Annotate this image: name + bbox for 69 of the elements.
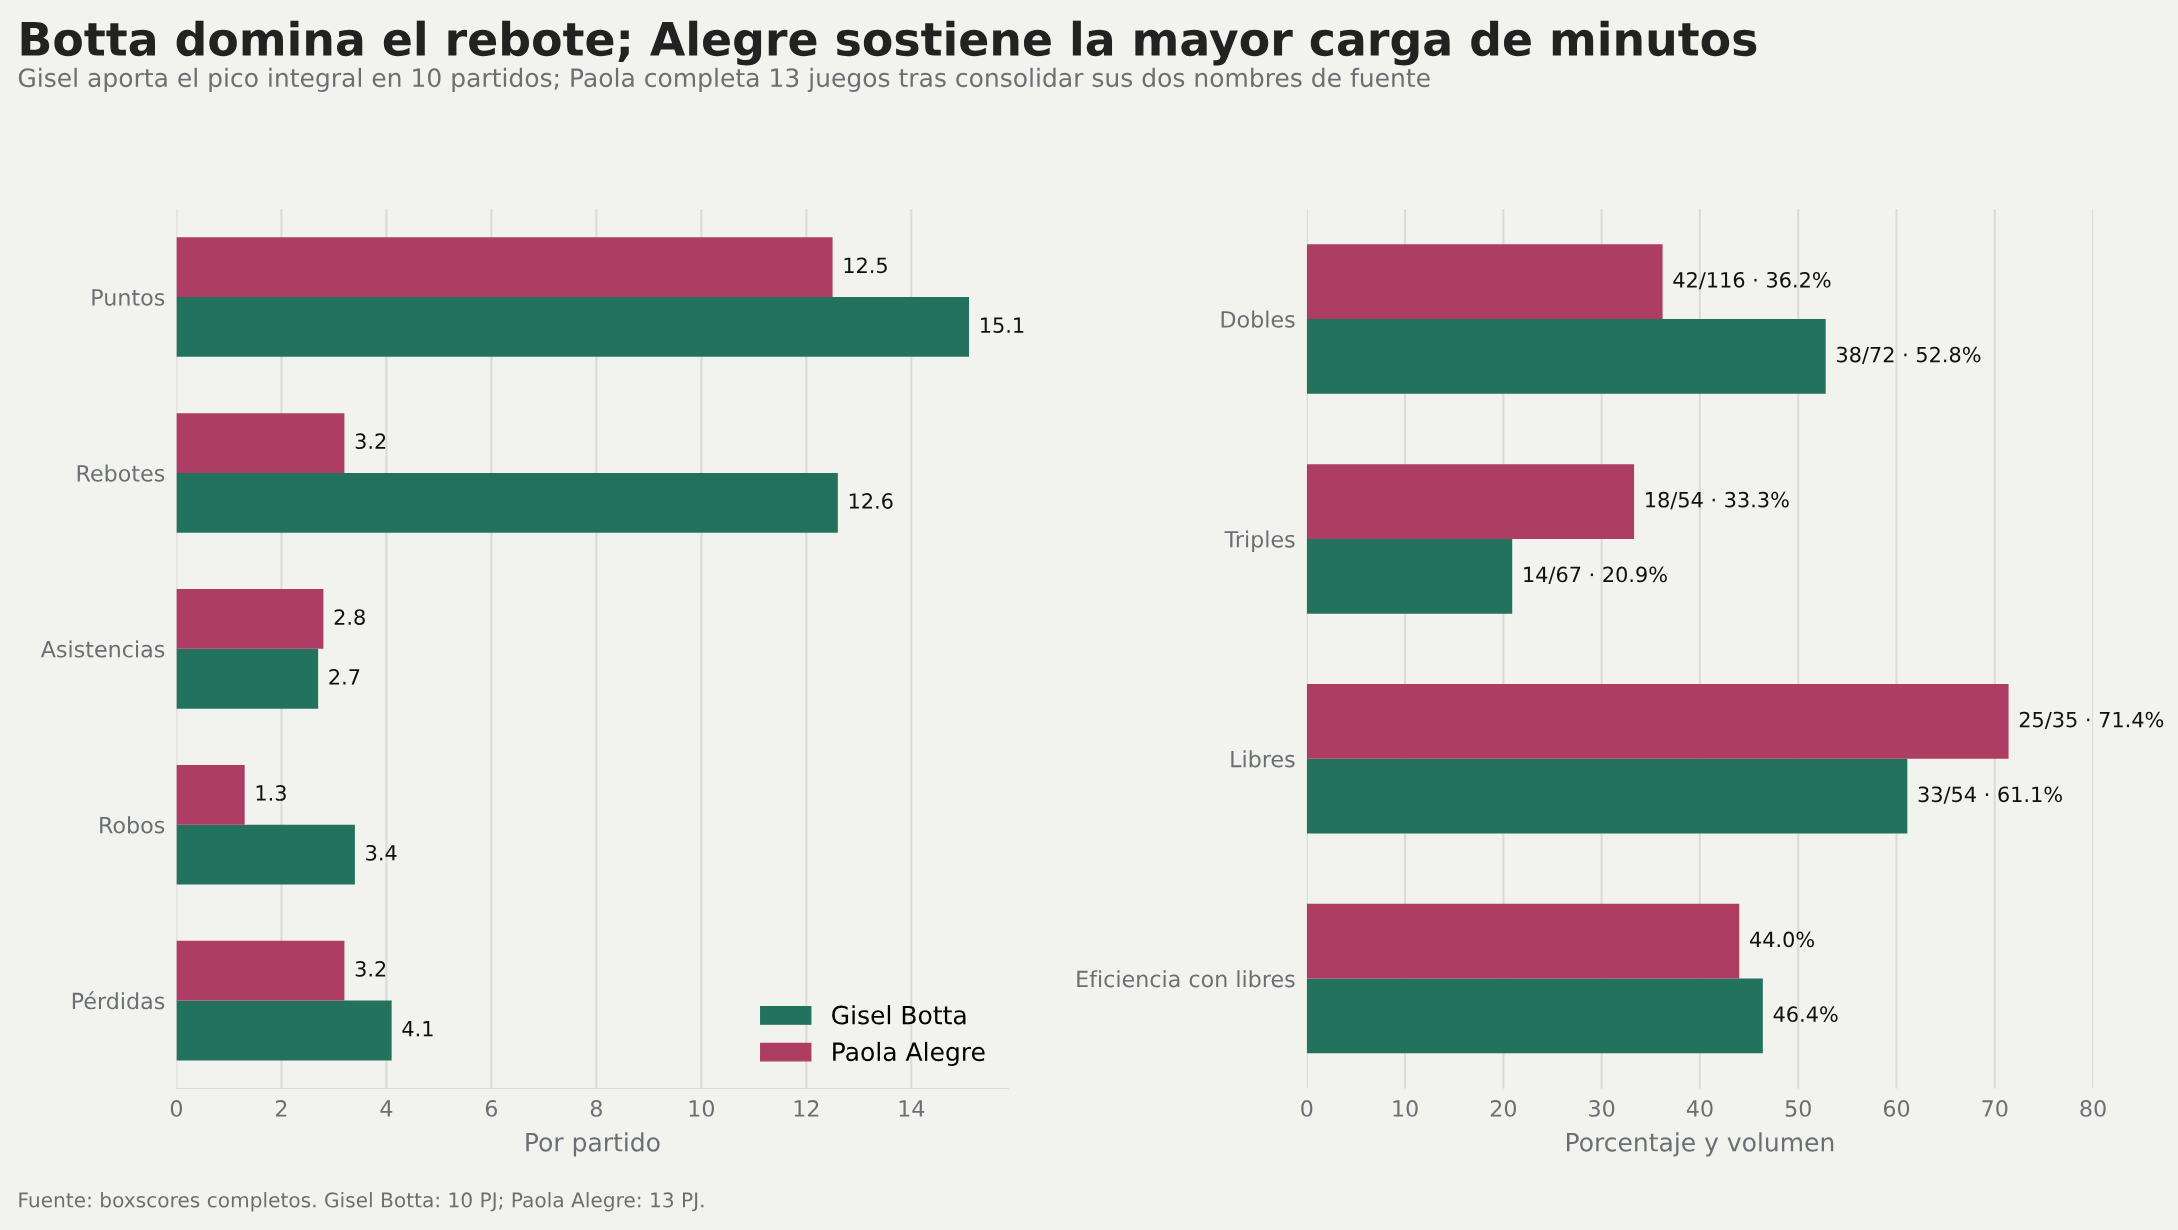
data-label: 12.5 <box>844 257 887 274</box>
y-tick-label: Asistencias <box>40 640 165 658</box>
bar <box>176 472 838 533</box>
data-label: 18/54 · 33.3% <box>1646 491 1789 510</box>
x-tick-label: 2 <box>275 1100 287 1117</box>
x-axis-title: Porcentaje y volumen <box>1567 1132 1834 1157</box>
x-tick-label: 6 <box>485 1100 498 1117</box>
x-tick-label: 20 <box>1490 1100 1517 1117</box>
bar <box>176 1000 392 1061</box>
x-axis-title: Por partido <box>526 1132 660 1157</box>
data-label: 38/72 · 52.8% <box>1837 346 1981 365</box>
y-tick-label: Pérdidas <box>72 991 165 1010</box>
x-tick-label: 40 <box>1686 1100 1713 1117</box>
data-label: 4.1 <box>402 1021 433 1037</box>
y-tick-label: Libres <box>1231 750 1295 768</box>
bar <box>176 824 355 885</box>
data-label: 1.3 <box>256 785 286 801</box>
bar <box>176 764 245 825</box>
data-label: 14/67 · 20.9% <box>1524 566 1667 584</box>
data-label: 12.6 <box>849 493 893 509</box>
legend-label: Gisel Botta <box>832 1005 966 1025</box>
bar <box>1306 244 1663 320</box>
chart-title: Botta domina el rebote; Alegre sostiene la mayor carga de minutos <box>21 20 1757 66</box>
x-tick-label: 4 <box>380 1100 393 1117</box>
x-tick-label: 50 <box>1785 1100 1811 1117</box>
y-tick-label: Puntos <box>92 289 165 306</box>
data-label: 44.0% <box>1749 931 1814 948</box>
data-label: 46.4% <box>1773 1006 1838 1023</box>
x-tick-label: 12 <box>794 1100 819 1117</box>
bar <box>1306 758 1908 834</box>
data-label: 3.2 <box>355 960 386 977</box>
bar <box>1306 684 2009 759</box>
bar <box>176 940 345 1001</box>
data-label: 25/35 · 71.4% <box>2019 711 2164 730</box>
x-tick-label: 10 <box>1393 1100 1418 1117</box>
bar <box>176 237 833 298</box>
chart-subtitle: Gisel aporta el pico integral en 10 partidos; Paola completa 13 juegos tras consolidar sus dos nombres de fuente <box>18 67 1430 93</box>
legend-label: Paola Alegre <box>833 1041 985 1067</box>
y-tick-label: Rebotes <box>77 464 165 482</box>
bar <box>1306 978 1763 1054</box>
source-note: Fuente: boxscores completos. Gisel Botta: 10 PJ; Paola Alegre: 13 PJ. <box>19 1191 704 1212</box>
y-tick-label: Dobles <box>1221 310 1295 328</box>
x-tick-label: 0 <box>1301 1100 1313 1117</box>
x-tick-label: 60 <box>1883 1100 1910 1117</box>
y-tick-label: Eficiencia con libres <box>1077 970 1295 988</box>
bar <box>1306 319 1826 394</box>
data-label: 3.4 <box>366 844 397 861</box>
x-tick-label: 80 <box>2080 1100 2106 1117</box>
bar <box>176 648 319 709</box>
bar <box>1306 903 1740 979</box>
x-tick-label: 14 <box>899 1100 925 1117</box>
x-tick-label: 70 <box>1982 1100 2008 1117</box>
data-label: 42/116 · 36.2% <box>1673 271 1831 290</box>
bar <box>176 589 324 649</box>
bar <box>176 413 345 473</box>
data-label: 3.2 <box>355 433 386 450</box>
bar <box>1306 464 1635 539</box>
x-tick-label: 10 <box>689 1100 714 1117</box>
data-label: 15.1 <box>981 317 1024 333</box>
y-tick-label: Triples <box>1224 530 1295 552</box>
bar <box>1306 538 1513 614</box>
bar <box>176 297 970 357</box>
x-tick-label: 8 <box>590 1100 602 1117</box>
y-tick-label: Robos <box>100 816 165 834</box>
x-tick-label: 30 <box>1589 1100 1615 1117</box>
x-tick-label: 0 <box>170 1100 183 1117</box>
data-label: 33/54 · 61.1% <box>1918 786 2062 804</box>
data-label: 2.7 <box>329 669 360 685</box>
data-label: 2.8 <box>334 609 365 625</box>
